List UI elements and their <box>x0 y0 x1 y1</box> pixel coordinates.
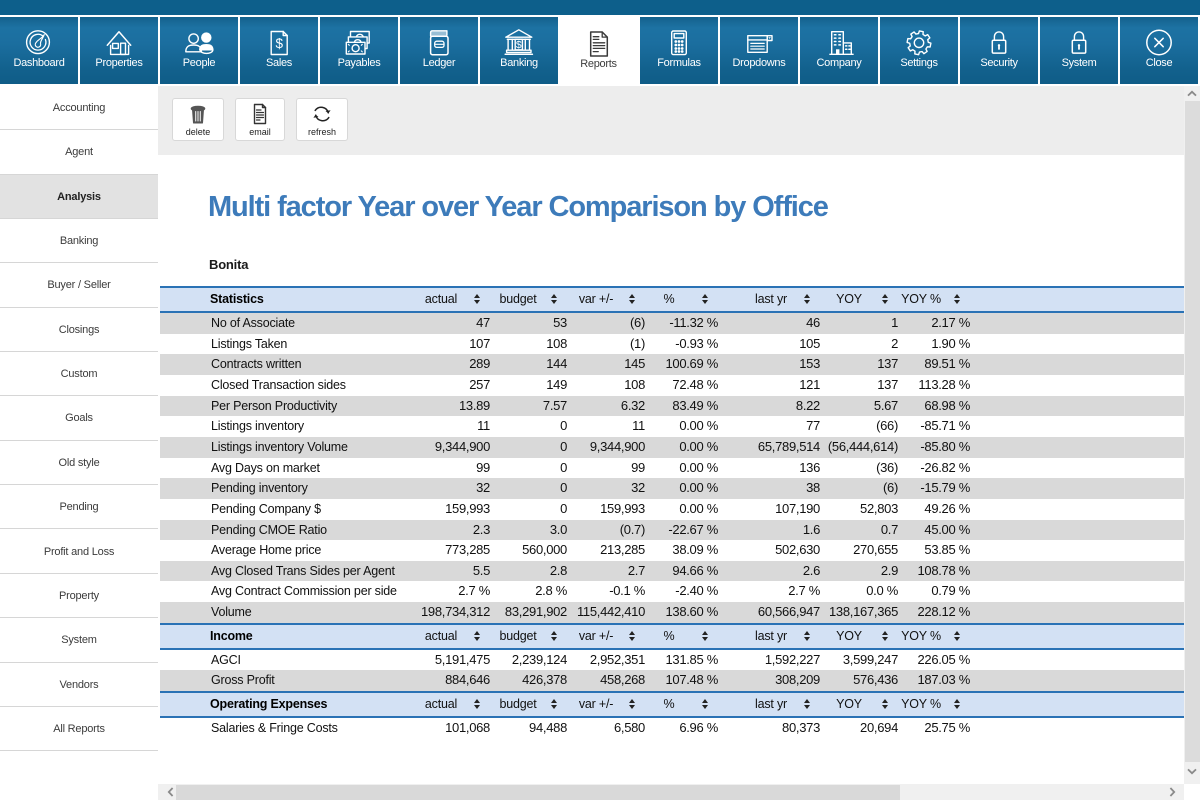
svg-text:$: $ <box>516 40 522 51</box>
svg-text:$: $ <box>275 36 283 51</box>
